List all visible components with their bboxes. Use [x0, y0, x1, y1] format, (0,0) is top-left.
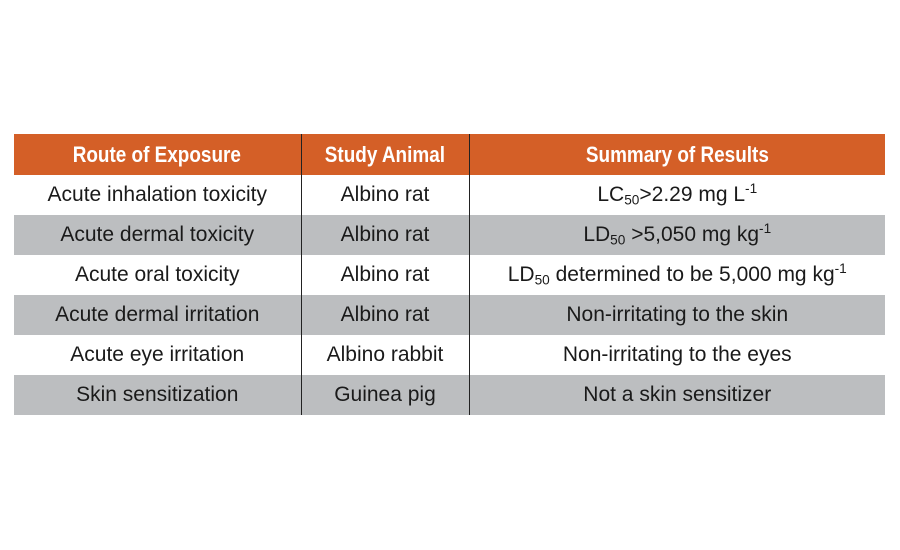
- table-row: Acute oral toxicity Albino rat LD50 dete…: [14, 255, 885, 295]
- table-row: Skin sensitization Guinea pig Not a skin…: [14, 375, 885, 415]
- route-cell: Skin sensitization: [14, 375, 302, 415]
- result-subscript: 50: [624, 192, 640, 208]
- animal-cell: Albino rat: [301, 295, 470, 335]
- result-text-mid: >5,050 mg kg: [625, 223, 760, 246]
- result-cell: Non-irritating to the eyes: [469, 335, 885, 375]
- header-animal-label: Study Animal: [324, 141, 446, 167]
- result-cell: LD50 determined to be 5,000 mg kg-1: [469, 255, 885, 295]
- result-subscript: 50: [534, 272, 550, 288]
- header-summary-of-results: Summary of Results: [469, 134, 885, 175]
- result-cell: Not a skin sensitizer: [469, 375, 885, 415]
- animal-cell: Guinea pig: [301, 375, 470, 415]
- route-cell: Acute oral toxicity: [14, 255, 302, 295]
- result-superscript: -1: [834, 260, 847, 276]
- table-body: Acute inhalation toxicity Albino rat LC5…: [14, 175, 885, 415]
- result-text: LD: [507, 263, 535, 286]
- result-cell: Non-irritating to the skin: [469, 295, 885, 335]
- animal-cell: Albino rat: [301, 175, 470, 215]
- table-row: Acute eye irritation Albino rabbit Non-i…: [14, 335, 885, 375]
- result-superscript: -1: [759, 220, 772, 236]
- header-summary-label: Summary of Results: [585, 141, 769, 167]
- result-text: LC: [597, 183, 625, 206]
- animal-cell: Albino rat: [301, 215, 470, 255]
- route-cell: Acute dermal toxicity: [14, 215, 302, 255]
- result-superscript: -1: [745, 180, 758, 196]
- header-route-of-exposure: Route of Exposure: [14, 134, 302, 175]
- animal-cell: Albino rat: [301, 255, 470, 295]
- animal-cell: Albino rabbit: [301, 335, 470, 375]
- table-row: Acute dermal toxicity Albino rat LD50 >5…: [14, 215, 885, 255]
- table-header: Route of Exposure Study Animal Summary o…: [14, 134, 885, 175]
- route-cell: Acute dermal irritation: [14, 295, 302, 335]
- header-route-label: Route of Exposure: [73, 141, 242, 167]
- route-cell: Acute eye irritation: [14, 335, 302, 375]
- table-row: Acute dermal irritation Albino rat Non-i…: [14, 295, 885, 335]
- toxicity-table: Route of Exposure Study Animal Summary o…: [14, 134, 885, 415]
- result-subscript: 50: [610, 232, 626, 248]
- result-text-mid: determined to be 5,000 mg kg: [549, 263, 835, 286]
- table-row: Acute inhalation toxicity Albino rat LC5…: [14, 175, 885, 215]
- header-study-animal: Study Animal: [301, 134, 470, 175]
- route-cell: Acute inhalation toxicity: [14, 175, 302, 215]
- header-row: Route of Exposure Study Animal Summary o…: [14, 134, 885, 175]
- result-text: LD: [583, 223, 611, 246]
- result-cell: LD50 >5,050 mg kg-1: [469, 215, 885, 255]
- result-text-mid: >2.29 mg L: [639, 183, 746, 206]
- result-cell: LC50>2.29 mg L-1: [469, 175, 885, 215]
